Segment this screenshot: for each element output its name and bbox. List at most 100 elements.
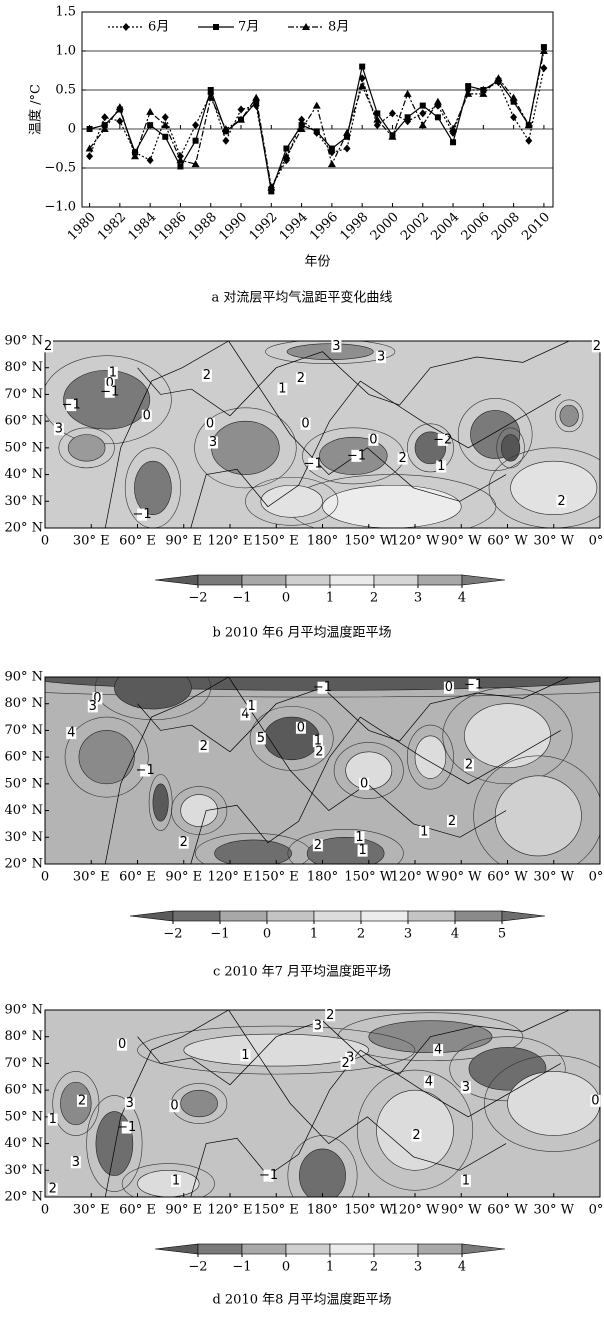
lon-tick-label: 60° E — [119, 1203, 156, 1218]
contour-label: 1 — [172, 1173, 180, 1188]
marker — [192, 121, 199, 129]
colorbar-tick-label: 5 — [498, 927, 506, 942]
contour-label: 3 — [55, 422, 63, 437]
marker — [147, 122, 153, 128]
legend-label: 6月 — [148, 20, 169, 35]
marker — [404, 90, 412, 97]
colorbar-tick-label: 2 — [370, 1260, 378, 1275]
x-tick-label: 2010 — [519, 210, 553, 244]
marker — [123, 23, 130, 31]
colorbar-tick-label: 4 — [458, 1260, 466, 1275]
contour-label: 0 — [591, 1093, 599, 1108]
anomaly-region — [560, 405, 579, 426]
lon-tick-label: 60° W — [487, 534, 528, 549]
colorbar-bin — [242, 575, 286, 585]
lat-tick-label: 40° N — [4, 1136, 43, 1151]
map-field — [42, 340, 604, 539]
colorbar-tick-label: −2 — [188, 591, 207, 606]
marker — [314, 128, 320, 134]
lat-tick-label: 40° N — [4, 467, 43, 482]
lat-tick-label: 90° N — [4, 670, 43, 685]
colorbar-tick-label: 0 — [263, 927, 271, 942]
anomaly-region — [68, 435, 105, 462]
contour-label: 2 — [315, 744, 323, 759]
lon-tick-label: 30° E — [73, 870, 110, 885]
caption: c 2010 年7 月平均温度距平场 — [213, 964, 391, 980]
lon-tick-label: 30° W — [533, 534, 574, 549]
colorbar-tick-label: 3 — [414, 591, 422, 606]
colorbar-tick-label: 3 — [404, 927, 412, 942]
lon-tick-label: 30° E — [73, 534, 110, 549]
marker — [344, 145, 351, 153]
marker — [540, 64, 547, 72]
marker — [116, 117, 123, 125]
lon-tick-label: 0 — [41, 534, 49, 549]
lon-tick-label: 90° E — [165, 870, 202, 885]
anomaly-region — [287, 344, 373, 360]
colorbar-bin — [374, 575, 418, 585]
contour-label: 2 — [557, 494, 565, 509]
lat-tick-label: 20° N — [4, 521, 43, 536]
anomaly-region — [153, 784, 168, 821]
contour-label: 2 — [399, 451, 407, 466]
contour-label: 1 — [462, 1173, 470, 1188]
caption: d 2010 年8 月平均温度距平场 — [212, 1292, 391, 1308]
marker — [465, 83, 471, 89]
lat-tick-label: 30° N — [4, 1163, 43, 1178]
marker — [177, 163, 183, 169]
marker — [313, 102, 321, 109]
series-line — [90, 51, 544, 188]
lat-tick-label: 70° N — [4, 1056, 43, 1071]
lon-tick-label: 90° E — [165, 1203, 202, 1218]
lat-tick-label: 20° N — [4, 1190, 43, 1205]
anomaly-region — [138, 1170, 200, 1197]
lon-tick-label: 0° — [589, 870, 604, 885]
anomaly-region — [511, 461, 597, 514]
anomaly-region — [464, 704, 550, 768]
lat-tick-label: 50° N — [4, 440, 43, 455]
x-tick-label: 1994 — [277, 210, 311, 244]
contour-label: 1 — [278, 382, 286, 397]
lon-tick-label: 150° E — [254, 1203, 299, 1218]
x-tick-label: 2004 — [428, 210, 462, 244]
legend-label: 8月 — [328, 20, 349, 35]
marker — [450, 139, 456, 145]
contour-label: 3 — [314, 1019, 322, 1034]
contour-label: 2 — [341, 1056, 349, 1071]
contour-label: 0 — [170, 1099, 178, 1114]
colorbar-tick-label: −1 — [232, 591, 251, 606]
marker — [252, 94, 260, 101]
contour-label: 2 — [44, 339, 52, 354]
lon-tick-label: 60° W — [487, 1203, 528, 1218]
marker — [147, 156, 154, 164]
contour-label: 3 — [332, 339, 340, 354]
colorbar-bin — [374, 1244, 418, 1254]
contour-label: −1 — [313, 680, 332, 695]
marker — [238, 106, 245, 114]
contour-label: 2 — [448, 814, 456, 829]
lon-tick-label: 180° — [307, 870, 338, 885]
lon-tick-label: 0 — [41, 870, 49, 885]
lon-tick-label: 120° E — [208, 1203, 253, 1218]
lat-tick-label: 80° N — [4, 696, 43, 711]
contour-label: 2 — [200, 739, 208, 754]
contour-label: 4 — [434, 1043, 442, 1058]
x-tick-label: 1998 — [337, 210, 371, 244]
lon-tick-label: 60° E — [119, 870, 156, 885]
colorbar-bin — [330, 1244, 374, 1254]
x-tick-label: 1992 — [247, 210, 281, 244]
colorbar-tick-label: 4 — [451, 927, 459, 942]
lon-tick-label: 90° W — [441, 870, 482, 885]
marker — [343, 129, 351, 136]
lon-tick-label: 0° — [589, 1203, 604, 1218]
contour-label: 0 — [206, 416, 214, 431]
lon-tick-label: 120° W — [391, 1203, 440, 1218]
contour-label: −1 — [133, 507, 152, 522]
lon-tick-label: 30° W — [533, 870, 574, 885]
marker — [358, 82, 366, 89]
colorbar-bin — [408, 911, 455, 921]
colorbar-bin — [198, 575, 242, 585]
contour-label: 5 — [257, 731, 265, 746]
lat-tick-label: 20° N — [4, 857, 43, 872]
x-tick-label: 1982 — [95, 210, 129, 244]
